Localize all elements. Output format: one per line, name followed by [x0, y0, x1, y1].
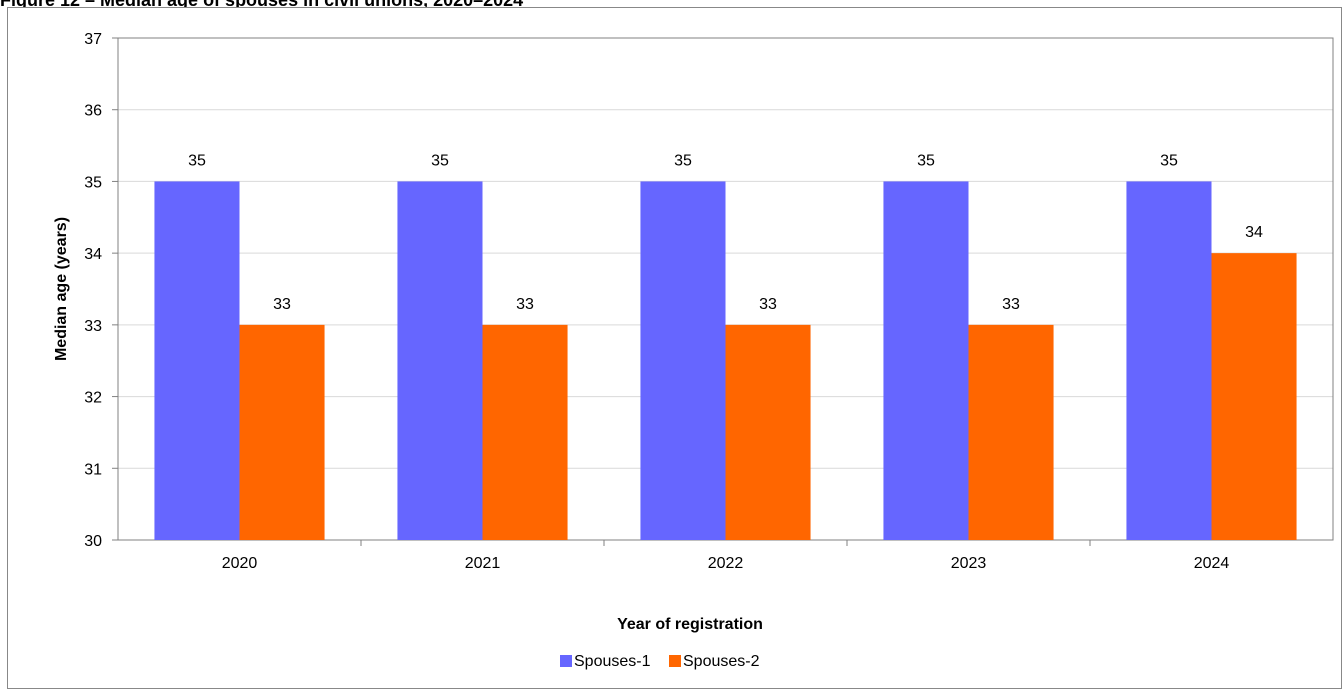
- y-tick-label: 32: [84, 390, 102, 407]
- bar-2-2020: [239, 324, 325, 540]
- data-label: 35: [1160, 152, 1178, 169]
- bars: [154, 181, 1297, 540]
- bar-1-2021: [397, 181, 483, 540]
- data-label: 35: [431, 152, 449, 169]
- bar-2-2021: [482, 324, 568, 540]
- bar-1-2020: [154, 181, 240, 540]
- bar-1-2023: [883, 181, 969, 540]
- data-label: 33: [273, 296, 291, 313]
- y-tick-label: 31: [84, 461, 102, 478]
- bar-2-2022: [725, 324, 811, 540]
- bar-2-2023: [968, 324, 1054, 540]
- y-axis-title: Median age (years): [53, 217, 70, 361]
- y-tick-label: 37: [84, 31, 102, 48]
- data-label: 34: [1245, 224, 1263, 241]
- legend-swatch-series-1: [560, 655, 572, 667]
- bar-2-2024: [1211, 253, 1297, 540]
- data-label: 35: [674, 152, 692, 169]
- y-tick-label: 34: [84, 246, 102, 263]
- x-tick-label: 2024: [1194, 555, 1230, 572]
- data-label: 33: [759, 296, 777, 313]
- bar-1-2022: [640, 181, 726, 540]
- legend-label-series-1: Spouses-1: [574, 653, 651, 670]
- legend-swatch-series-2: [669, 655, 681, 667]
- data-labels: 35 33 35 33 35 33 35 33 35 34: [188, 152, 1263, 312]
- y-tick-label: 30: [84, 533, 102, 550]
- x-tick-label: 2020: [222, 555, 258, 572]
- x-tick-label: 2021: [465, 555, 501, 572]
- x-tick-label: 2022: [708, 555, 744, 572]
- y-axis-ticks: 30 31 32 33 34 35 36 37: [84, 31, 118, 550]
- y-tick-label: 33: [84, 318, 102, 335]
- x-axis-ticks: 2020 2021 2022 2023 2024: [222, 540, 1230, 572]
- y-tick-label: 36: [84, 103, 102, 120]
- x-tick-label: 2023: [951, 555, 987, 572]
- data-label: 33: [516, 296, 534, 313]
- x-axis-title: Year of registration: [617, 616, 763, 633]
- data-label: 35: [917, 152, 935, 169]
- figure-title: Figure 12 – Median age of spouses in civ…: [0, 0, 524, 10]
- data-label: 33: [1002, 296, 1020, 313]
- legend-label-series-2: Spouses-2: [683, 653, 760, 670]
- data-label: 35: [188, 152, 206, 169]
- y-tick-label: 35: [84, 174, 102, 191]
- bar-1-2024: [1126, 181, 1212, 540]
- legend: Spouses-1 Spouses-2: [560, 653, 760, 670]
